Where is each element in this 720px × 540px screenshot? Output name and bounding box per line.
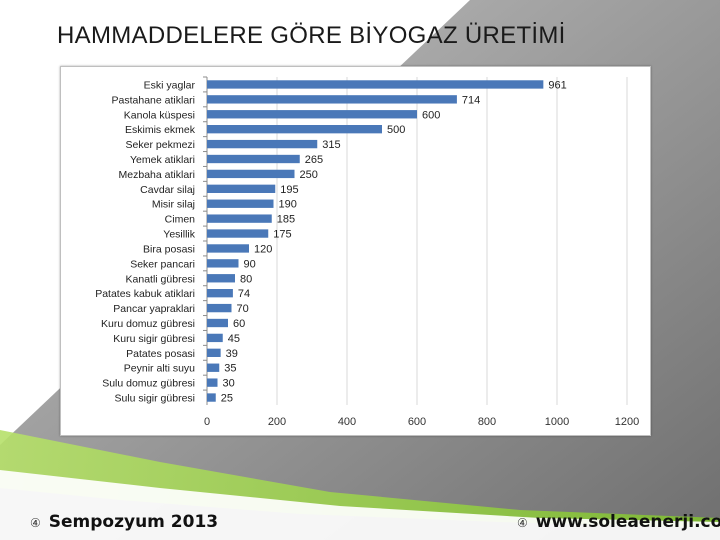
data-bar: [207, 154, 300, 164]
data-bar: [207, 333, 223, 343]
footer-website-link[interactable]: www.soleaenerji.com: [535, 512, 720, 532]
data-bar: [207, 80, 544, 89]
category-label: Pancar yapraklari: [113, 303, 195, 315]
category-label: Peynir alti suyu: [124, 363, 195, 375]
data-label: 39: [226, 348, 238, 360]
data-label: 90: [244, 258, 256, 270]
category-label: Pastahane atiklari: [112, 94, 195, 106]
data-bar: [207, 259, 239, 268]
category-label: Kuru sigir gübresi: [113, 333, 195, 345]
x-tick-label: 1200: [615, 416, 639, 428]
data-label: 250: [300, 169, 318, 181]
data-label: 961: [548, 79, 566, 91]
data-label: 195: [280, 184, 298, 196]
data-label: 35: [224, 363, 236, 375]
data-bar: [207, 318, 228, 328]
data-bar: [207, 303, 232, 313]
category-label: Kanola küspesi: [124, 109, 195, 121]
data-label: 600: [422, 109, 440, 121]
data-bar: [207, 363, 220, 372]
data-bar: [207, 289, 233, 298]
data-label: 315: [322, 139, 340, 151]
category-label: Eski yaglar: [144, 79, 196, 91]
data-label: 265: [305, 154, 323, 166]
x-tick-label: 200: [268, 416, 286, 428]
category-label: Bira posasi: [143, 243, 195, 255]
category-label: Patates posasi: [126, 348, 195, 360]
footer-right: ④ www.soleaenerji.com: [517, 512, 720, 532]
category-label: Kuru domuz gübresi: [101, 318, 195, 330]
data-bar: [207, 393, 216, 402]
category-label: Patates kabuk atiklari: [95, 288, 195, 300]
data-label: 70: [237, 303, 249, 315]
category-label: Sulu domuz gübresi: [102, 378, 195, 390]
chart-frame: 0 200 400 600 800 1000 1200 Eski yaglar 961 Pasta…: [60, 66, 651, 436]
data-bar: [207, 95, 457, 104]
data-bar: [207, 199, 274, 208]
data-label: 25: [221, 393, 233, 405]
data-label: 80: [240, 273, 252, 285]
category-label: Seker pekmezi: [126, 139, 195, 151]
slide-title: HAMMADDELERE GÖRE BİYOGAZ ÜRETİMİ: [57, 22, 566, 49]
data-bar: [207, 229, 269, 238]
category-label: Kanatli gübresi: [126, 273, 195, 285]
data-bar: [207, 244, 249, 253]
category-label: Yesillik: [163, 229, 195, 241]
data-bar: [207, 139, 318, 149]
category-label: Mezbaha atiklari: [119, 169, 195, 181]
data-label: 74: [238, 288, 250, 300]
data-bar: [207, 169, 295, 179]
data-bar: [207, 184, 276, 193]
category-label: Cimen: [165, 214, 196, 226]
footer-bullet-icon: ④: [30, 516, 41, 530]
data-bar: [207, 214, 272, 223]
category-label: Cavdar silaj: [140, 184, 195, 196]
footer-event-label: Sempozyum 2013: [48, 512, 219, 532]
x-tick-label: 1000: [545, 416, 569, 428]
footer-bullet-icon: ④: [517, 516, 528, 530]
x-tick-label: 400: [338, 416, 356, 428]
data-label: 714: [462, 94, 480, 106]
data-label: 60: [233, 318, 245, 330]
category-label: Sulu sigir gübresi: [114, 393, 195, 405]
data-label: 120: [254, 243, 272, 255]
category-label: Seker pancari: [130, 258, 195, 270]
x-tick-label: 0: [204, 416, 210, 428]
data-bar: [207, 125, 382, 134]
data-bar: [207, 348, 221, 357]
category-label: Misir silaj: [152, 199, 195, 211]
data-label: 185: [277, 214, 295, 226]
data-label: 45: [228, 333, 240, 345]
footer-left: ④ Sempozyum 2013: [30, 512, 218, 532]
data-label: 190: [279, 199, 297, 211]
white-lower-band: [0, 470, 720, 540]
category-label: Eskimis ekmek: [125, 124, 196, 136]
data-label: 500: [387, 124, 405, 136]
data-bar: [207, 110, 417, 119]
x-tick-label: 600: [408, 416, 426, 428]
bar-chart: 0 200 400 600 800 1000 1200 Eski yaglar 961 Pasta…: [95, 76, 639, 428]
x-tick-label: 800: [478, 416, 496, 428]
data-bar: [207, 274, 235, 283]
data-label: 30: [223, 378, 235, 390]
data-bar: [207, 378, 218, 387]
data-label: 175: [273, 229, 291, 241]
category-label: Yemek atiklari: [130, 154, 195, 166]
